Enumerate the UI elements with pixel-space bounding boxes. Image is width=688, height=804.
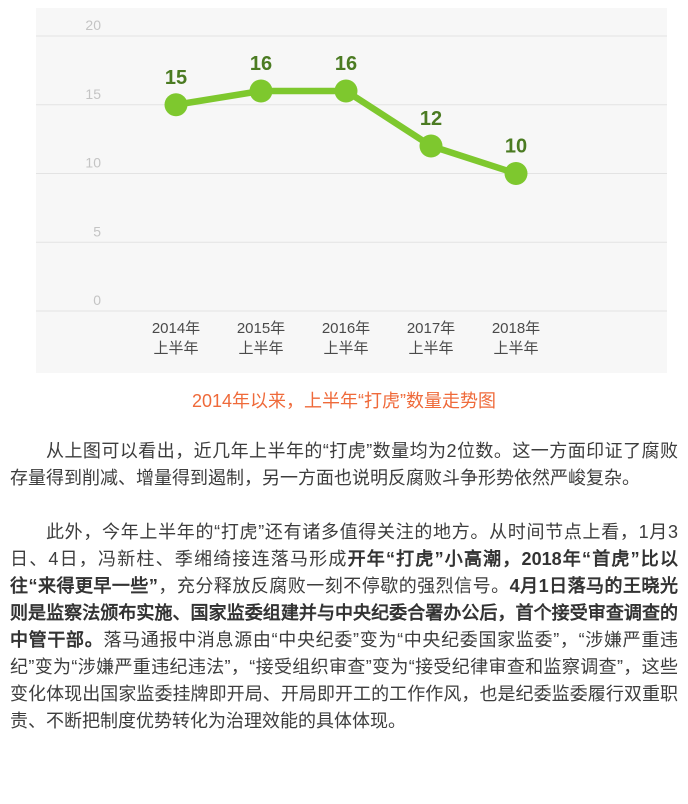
y-axis-tick-label: 0	[93, 292, 101, 308]
x-axis-label-half: 上半年	[153, 340, 198, 357]
data-point-label: 10	[505, 136, 527, 158]
data-point-label: 12	[420, 108, 442, 130]
data-point	[504, 162, 528, 185]
data-point-label: 16	[250, 53, 272, 75]
x-axis-label-year: 2014年	[152, 320, 200, 337]
data-point	[249, 79, 273, 103]
data-point-label: 16	[335, 53, 357, 75]
emphasized-text: 开年“打虎”小高潮，2018年“首虎”比以往“来得更早一些”	[10, 549, 678, 596]
y-axis-tick-label: 10	[85, 155, 101, 171]
trend-line	[172, 87, 520, 177]
body-text: 从上图可以看出，近几年上半年的“打虎”数量均为2位数。这一方面印证了腐败存量得到…	[10, 441, 678, 488]
x-axis-label-year: 2016年	[322, 320, 370, 337]
x-axis-label-half: 上半年	[493, 340, 538, 357]
trend-line-chart: 0 5 10 15 20 2014年上半年 2015年上半年 2016年上半年 2017年上半年…	[36, 8, 667, 373]
x-axis-label-year: 2017年	[407, 320, 455, 337]
data-point-label: 15	[165, 67, 187, 89]
body-text: ，充分释放反腐败一刻不停歇的强烈信号。	[157, 576, 510, 596]
data-point	[419, 134, 443, 158]
data-point	[334, 79, 358, 103]
chart-figure: 0 5 10 15 20 2014年上半年 2015年上半年 2016年上半年 2017年上半年…	[0, 8, 688, 412]
x-axis-label-year: 2015年	[237, 320, 285, 337]
x-axis-label-half: 上半年	[408, 340, 453, 357]
chart-caption: 2014年以来，上半年“打虎”数量走势图	[191, 391, 497, 411]
body-text: 落马通报中消息源由“中央纪委”变为“中央纪委国家监委”，“涉嫌严重违纪”变为“涉…	[10, 630, 679, 731]
x-axis-label-half: 上半年	[238, 340, 283, 357]
data-point	[164, 93, 188, 117]
y-axis-tick-label: 15	[85, 86, 101, 102]
x-axis-label-year: 2018年	[492, 320, 540, 337]
emphasized-text: 4月1日落马的王晓光则是监察法颁布实施、国家监委组建并与中央纪委合署办公后，首个…	[10, 576, 679, 650]
y-axis-tick-label: 20	[85, 17, 101, 33]
x-axis-label-half: 上半年	[323, 340, 368, 357]
body-text: 此外，今年上半年的“打虎”还有诸多值得关注的地方。从时间节点上看，1月3日、4日…	[10, 522, 678, 569]
paragraph: 从上图可以看出，近几年上半年的“打虎”数量均为2位数。这一方面印证了腐败存量得到…	[10, 438, 678, 492]
y-axis-tick-label: 5	[93, 223, 101, 239]
article-body: 从上图可以看出，近几年上半年的“打虎”数量均为2位数。这一方面印证了腐败存量得到…	[0, 438, 688, 735]
paragraph: 此外，今年上半年的“打虎”还有诸多值得关注的地方。从时间节点上看，1月3日、4日…	[10, 519, 678, 735]
